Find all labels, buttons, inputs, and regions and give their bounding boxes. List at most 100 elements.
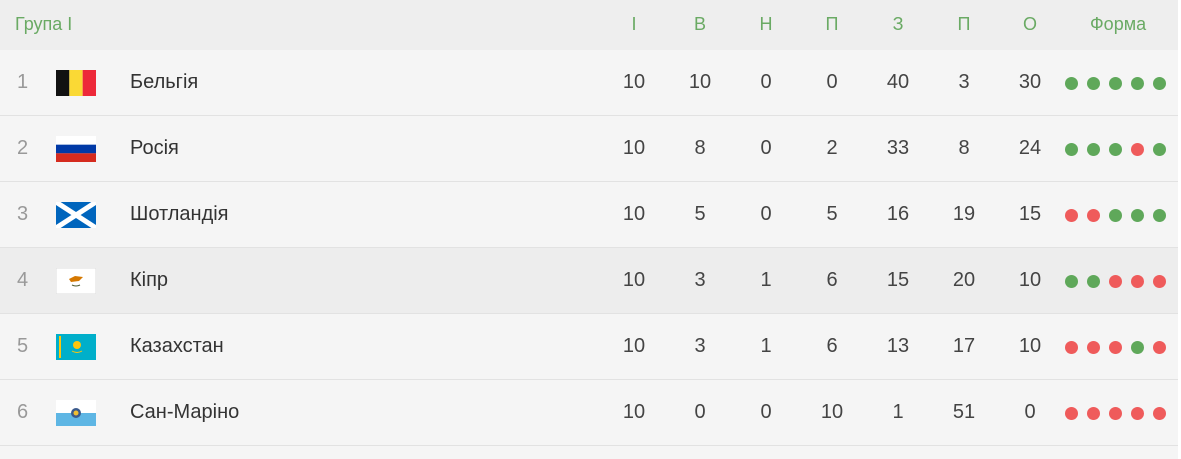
position: 5 bbox=[17, 335, 29, 357]
form-loss-dot[interactable] bbox=[1153, 341, 1166, 354]
form-loss-dot[interactable] bbox=[1131, 143, 1144, 156]
column-header[interactable]: П bbox=[825, 14, 839, 34]
form-win-dot[interactable] bbox=[1087, 77, 1100, 90]
stat-cell: 0 bbox=[760, 401, 772, 423]
form-loss-dot[interactable] bbox=[1109, 341, 1122, 354]
form-indicators bbox=[1065, 341, 1166, 354]
team-name[interactable]: Росія bbox=[130, 137, 179, 159]
stat-cell: 16 bbox=[886, 203, 910, 225]
form-loss-dot[interactable] bbox=[1065, 341, 1078, 354]
stat-cell: 5 bbox=[826, 203, 838, 225]
form-win-dot[interactable] bbox=[1153, 209, 1166, 222]
form-win-dot[interactable] bbox=[1087, 275, 1100, 288]
team-name[interactable]: Казахстан bbox=[130, 335, 224, 357]
stat-cell: 10 bbox=[688, 71, 712, 93]
stat-cell: 10 bbox=[1018, 335, 1042, 357]
table-row[interactable]: 1 Бельгія 10 10 0 0 40 3 30 bbox=[0, 50, 1178, 116]
form-win-dot[interactable] bbox=[1109, 77, 1122, 90]
form-win-dot[interactable] bbox=[1153, 77, 1166, 90]
position: 2 bbox=[17, 137, 29, 159]
stat-cell: 15 bbox=[1018, 203, 1042, 225]
stat-cell: 0 bbox=[760, 203, 772, 225]
column-header[interactable]: П bbox=[957, 14, 971, 34]
stat-cell: 10 bbox=[820, 401, 844, 423]
stat-cell: 0 bbox=[694, 401, 706, 423]
stat-cell: 3 bbox=[958, 71, 970, 93]
form-win-dot[interactable] bbox=[1065, 275, 1078, 288]
stat-cell: 10 bbox=[622, 269, 646, 291]
stat-cell: 51 bbox=[952, 401, 976, 423]
stat-cell: 1 bbox=[760, 269, 772, 291]
form-win-dot[interactable] bbox=[1087, 143, 1100, 156]
team-name[interactable]: Бельгія bbox=[130, 71, 199, 93]
stat-cell: 30 bbox=[1018, 71, 1042, 93]
stat-cell: 10 bbox=[622, 137, 646, 159]
form-loss-dot[interactable] bbox=[1065, 209, 1078, 222]
form-loss-dot[interactable] bbox=[1065, 407, 1078, 420]
stat-cell: 10 bbox=[622, 203, 646, 225]
column-header[interactable]: І bbox=[631, 14, 637, 34]
flag-cyprus bbox=[55, 267, 97, 295]
flag-russia bbox=[56, 136, 96, 162]
table-header: Група I І В Н П З П О Форма bbox=[0, 0, 1178, 50]
stat-cell: 0 bbox=[760, 137, 772, 159]
table-row[interactable]: 5 Казахстан 10 3 1 6 13 17 10 bbox=[0, 314, 1178, 380]
stat-cell: 24 bbox=[1018, 137, 1042, 159]
form-win-dot[interactable] bbox=[1065, 77, 1078, 90]
table-row[interactable]: 2 Росія 10 8 0 2 33 8 24 bbox=[0, 116, 1178, 182]
form-win-dot[interactable] bbox=[1131, 209, 1144, 222]
form-win-dot[interactable] bbox=[1065, 143, 1078, 156]
flag-belgium bbox=[56, 70, 96, 96]
form-loss-dot[interactable] bbox=[1131, 275, 1144, 288]
stat-cell: 10 bbox=[622, 71, 646, 93]
column-header[interactable]: Н bbox=[759, 14, 773, 34]
form-win-dot[interactable] bbox=[1131, 77, 1144, 90]
column-header[interactable]: О bbox=[1022, 14, 1037, 34]
form-win-dot[interactable] bbox=[1153, 143, 1166, 156]
group-title: Група I bbox=[15, 14, 73, 34]
form-loss-dot[interactable] bbox=[1109, 407, 1122, 420]
form-loss-dot[interactable] bbox=[1087, 341, 1100, 354]
stat-cell: 17 bbox=[952, 335, 976, 357]
form-indicators bbox=[1065, 77, 1166, 90]
table-row[interactable]: 4 Кіпр 10 3 1 6 15 20 10 bbox=[0, 248, 1178, 314]
stat-cell: 0 bbox=[760, 71, 772, 93]
stat-cell: 20 bbox=[952, 269, 976, 291]
flag-kazakhstan bbox=[56, 334, 96, 360]
table-row[interactable]: 3 Шотландія 10 5 0 5 16 19 15 bbox=[0, 182, 1178, 248]
stat-cell: 10 bbox=[1018, 269, 1042, 291]
team-name[interactable]: Сан-Маріно bbox=[130, 401, 240, 423]
team-name[interactable]: Шотландія bbox=[130, 203, 229, 225]
form-win-dot[interactable] bbox=[1109, 209, 1122, 222]
form-loss-dot[interactable] bbox=[1131, 407, 1144, 420]
stat-cell: 40 bbox=[886, 71, 910, 93]
stat-cell: 6 bbox=[826, 269, 838, 291]
stat-cell: 3 bbox=[694, 269, 706, 291]
column-header[interactable]: В bbox=[693, 14, 706, 34]
column-header[interactable]: З bbox=[892, 14, 904, 34]
stat-cell: 8 bbox=[958, 137, 970, 159]
position: 3 bbox=[17, 203, 29, 225]
form-indicators bbox=[1065, 407, 1166, 420]
team-name[interactable]: Кіпр bbox=[130, 269, 169, 291]
column-header-form: Форма bbox=[1090, 14, 1147, 34]
stat-cell: 10 bbox=[622, 335, 646, 357]
form-loss-dot[interactable] bbox=[1087, 209, 1100, 222]
form-win-dot[interactable] bbox=[1131, 341, 1144, 354]
stat-cell: 13 bbox=[886, 335, 910, 357]
form-loss-dot[interactable] bbox=[1153, 407, 1166, 420]
stat-cell: 33 bbox=[886, 137, 910, 159]
stat-cell: 1 bbox=[760, 335, 772, 357]
stat-cell: 2 bbox=[826, 137, 838, 159]
form-loss-dot[interactable] bbox=[1153, 275, 1166, 288]
form-loss-dot[interactable] bbox=[1109, 275, 1122, 288]
form-indicators bbox=[1065, 209, 1166, 222]
stat-cell: 10 bbox=[622, 401, 646, 423]
stat-cell: 5 bbox=[694, 203, 706, 225]
stat-cell: 19 bbox=[952, 203, 976, 225]
table-row[interactable]: 6 Сан-Маріно 10 0 0 10 1 51 0 bbox=[0, 380, 1178, 446]
form-loss-dot[interactable] bbox=[1087, 407, 1100, 420]
stat-cell: 15 bbox=[886, 269, 910, 291]
form-win-dot[interactable] bbox=[1109, 143, 1122, 156]
